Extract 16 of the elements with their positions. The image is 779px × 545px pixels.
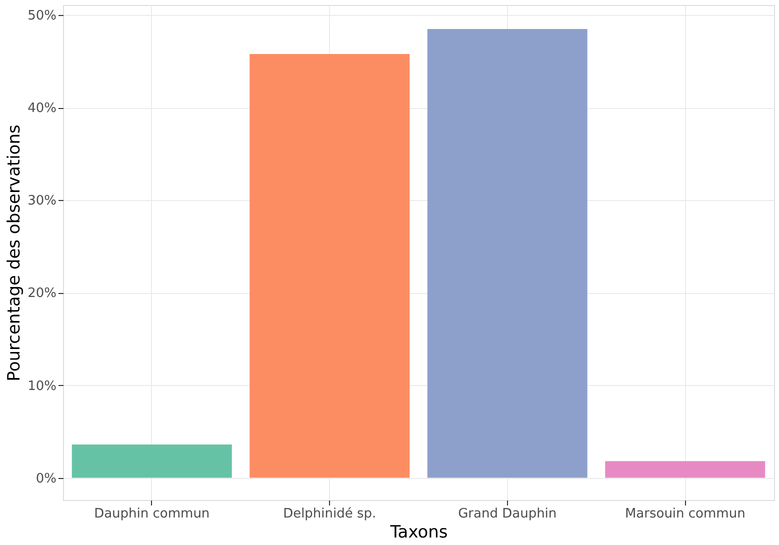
x-axis-title: Taxons	[389, 522, 448, 542]
x-tick-label: Marsouin commun	[624, 506, 746, 522]
bar	[72, 444, 232, 478]
x-tick-label: Grand Dauphin	[458, 506, 557, 522]
bar	[427, 29, 588, 478]
y-tick-label: 50%	[28, 8, 56, 24]
x-tick-label: Delphinidé sp.	[283, 506, 376, 522]
bar	[250, 54, 410, 478]
bar	[605, 461, 766, 478]
y-tick-label: 10%	[28, 378, 56, 394]
y-axis-title: Pourcentage des observations	[4, 124, 25, 382]
y-tick-label: 40%	[28, 101, 56, 116]
y-tick-label: 0%	[36, 471, 56, 486]
y-tick-label: 30%	[28, 194, 56, 209]
y-tick-label: 20%	[28, 286, 56, 302]
x-tick-label: Dauphin commun	[94, 506, 210, 522]
